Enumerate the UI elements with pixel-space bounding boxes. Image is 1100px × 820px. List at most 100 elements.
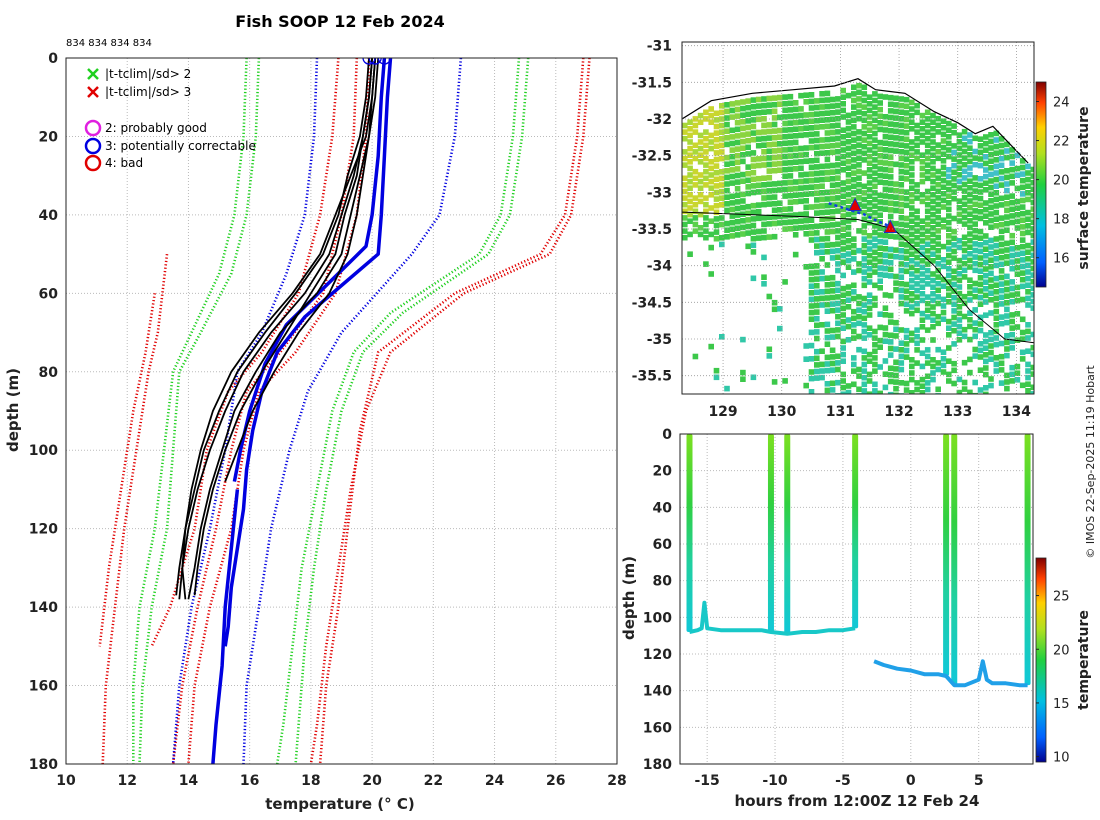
sst-cell <box>761 201 767 208</box>
x-tick-label: 134 <box>1002 404 1031 420</box>
sst-cell <box>814 296 820 302</box>
sst-cell <box>951 308 957 314</box>
sst-cell <box>882 114 889 120</box>
climatology-line <box>294 58 530 764</box>
sst-cell <box>893 366 899 372</box>
sst-cell <box>861 84 868 91</box>
sst-cell <box>951 129 957 136</box>
sst-cell <box>998 235 1005 241</box>
sst-cell <box>829 255 836 261</box>
sst-cell <box>777 187 783 193</box>
sst-cell <box>713 110 720 117</box>
sst-cell <box>977 202 984 208</box>
sst-cell <box>861 315 868 322</box>
climatology-line <box>275 58 521 764</box>
sst-cell <box>682 155 688 162</box>
sst-cell <box>988 297 994 303</box>
sst-cell <box>961 214 968 221</box>
sst-cell <box>924 300 931 307</box>
sst-cell <box>946 292 952 298</box>
sst-cell <box>909 271 915 277</box>
sst-cell <box>792 199 799 205</box>
sst-cell <box>1004 379 1010 385</box>
sst-cell <box>734 218 741 225</box>
sst-cell <box>882 384 889 391</box>
sst-cell <box>893 385 899 392</box>
sst-cell <box>961 359 968 366</box>
sst-cell <box>724 174 730 181</box>
sst-cell <box>946 120 952 127</box>
legend-label: 2: probably good <box>105 121 207 135</box>
sst-cell <box>961 188 968 194</box>
sst-cell <box>924 149 931 155</box>
sst-cell <box>998 195 1005 202</box>
sst-cell <box>961 313 968 320</box>
sst-cell <box>703 149 709 155</box>
sst-cell <box>872 355 878 361</box>
sst-cell <box>851 361 857 368</box>
sst-cell <box>872 256 878 262</box>
sst-cell <box>835 300 841 307</box>
sst-cell <box>877 172 883 179</box>
sst-cell <box>898 96 905 102</box>
sst-cell <box>851 110 857 117</box>
sst-cell <box>829 103 836 109</box>
sst-cell <box>956 290 963 297</box>
sst-cell <box>919 271 926 277</box>
sst-cell <box>898 300 905 307</box>
sst-cell <box>708 244 714 251</box>
sst-cell <box>697 112 704 119</box>
sst-cell <box>861 91 868 97</box>
sst-cell <box>851 196 857 203</box>
profile-line <box>224 58 380 482</box>
sst-cell <box>845 304 852 310</box>
sst-cell <box>761 195 767 201</box>
sst-cell <box>840 206 846 213</box>
sst-cell <box>977 301 984 307</box>
sst-cell <box>872 341 878 348</box>
sst-cell <box>935 188 941 195</box>
sst-cell <box>729 226 736 233</box>
sst-cell <box>750 123 757 130</box>
sst-cell <box>951 235 957 242</box>
sst-cell <box>819 143 825 150</box>
sst-cell <box>808 283 815 289</box>
sst-cell <box>1025 190 1031 196</box>
sst-cell <box>914 333 920 340</box>
sst-cell <box>993 308 1000 315</box>
sst-cell <box>1004 319 1010 326</box>
sst-cell <box>893 220 899 227</box>
sst-cell <box>740 158 746 165</box>
sst-cell <box>687 251 693 257</box>
sst-cell <box>740 105 746 112</box>
sst-cell <box>1014 284 1021 291</box>
sst-cell <box>893 326 899 333</box>
sst-cell <box>998 202 1005 208</box>
sst-cell <box>734 232 741 238</box>
sst-cell <box>930 159 936 165</box>
sst-cell <box>808 217 815 223</box>
x-tick-label: 12 <box>117 773 136 789</box>
timedepth-data <box>686 434 1031 688</box>
sst-cell <box>708 205 714 211</box>
sst-cell <box>782 114 788 120</box>
sst-cell <box>919 390 926 394</box>
sst-cell <box>946 266 952 272</box>
sst-cell <box>967 152 973 158</box>
sst-cell <box>940 118 947 124</box>
sst-cell <box>861 223 868 229</box>
sst-cell <box>866 160 873 166</box>
sst-cell <box>914 129 920 135</box>
sst-cell <box>866 332 873 338</box>
sst-cell <box>956 297 963 303</box>
sst-cell <box>1009 246 1015 252</box>
sst-cell <box>882 180 889 186</box>
profile-ticks: 10 12 14 16 18 20 22 24 26 2802040608010012014016… <box>29 51 627 789</box>
sst-cell <box>972 254 978 260</box>
sst-cell <box>829 136 836 142</box>
sst-cell <box>840 318 846 325</box>
sst-cell <box>930 310 936 317</box>
sst-cell <box>909 291 915 297</box>
sst-cell <box>903 195 910 202</box>
sst-cell <box>835 122 841 129</box>
